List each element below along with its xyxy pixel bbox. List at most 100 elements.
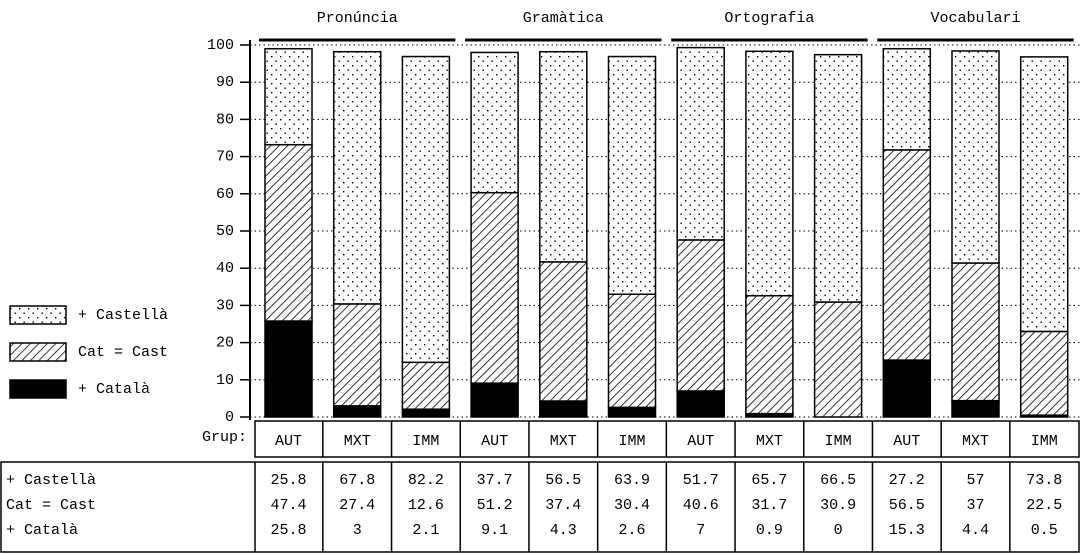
bar-segment [332, 405, 382, 418]
table-cell: 73.8 [1026, 472, 1062, 489]
table-cell: 66.5 [820, 472, 856, 489]
bar-segment [401, 408, 451, 418]
bar-segment [882, 149, 932, 361]
row-label: + Català [6, 522, 78, 539]
table-cell: 82.2 [408, 472, 444, 489]
table-cell: 0.5 [1031, 522, 1058, 539]
x-tick-label: AUT [481, 433, 508, 450]
row-label: + Castellà [6, 472, 96, 489]
bar-segment [539, 50, 588, 263]
table-cell: 3 [353, 522, 362, 539]
x-axis-label: Grup: [202, 429, 247, 446]
bar-segment [539, 261, 588, 402]
legend-label: + Català [78, 381, 150, 398]
x-tick-label: IMM [1031, 433, 1058, 450]
bar-segment [951, 262, 1000, 402]
bar-segment [539, 400, 588, 418]
table-cell: 37.7 [477, 472, 513, 489]
table-cell: 30.4 [614, 497, 650, 514]
table-cell: 12.6 [408, 497, 444, 514]
table-cell: 4.4 [962, 522, 989, 539]
table-frame [0, 461, 1080, 553]
table-cell: 2.1 [412, 522, 439, 539]
x-tick-label: MXT [550, 433, 577, 450]
bar-segment [813, 301, 863, 418]
table-cell: 57 [966, 472, 984, 489]
table-cell: 51.7 [683, 472, 719, 489]
table-cell: 37.4 [545, 497, 581, 514]
y-tick-label: 100 [207, 37, 234, 54]
x-tick-label: IMM [618, 433, 645, 450]
x-tick-label: MXT [344, 433, 371, 450]
table-cell: 25.8 [270, 472, 306, 489]
bar-segment [470, 51, 519, 194]
table-cell: 51.2 [477, 497, 513, 514]
table-cell: 7 [696, 522, 705, 539]
y-tick-label: 90 [216, 74, 234, 91]
bar-segment [401, 55, 451, 364]
table-cell: 47.4 [270, 497, 306, 514]
table-cell: 27.2 [889, 472, 925, 489]
y-tick-label: 50 [216, 223, 234, 240]
table-cell: 65.7 [751, 472, 787, 489]
x-tick-label: AUT [893, 433, 920, 450]
legend-label: Cat = Cast [78, 344, 168, 361]
bar-segment [676, 390, 725, 418]
x-tick-label: AUT [687, 433, 714, 450]
table-cell: 0 [834, 522, 843, 539]
y-tick-label: 40 [216, 260, 234, 277]
x-tick-label: MXT [962, 433, 989, 450]
y-tick-label: 60 [216, 186, 234, 203]
group-label: Vocabulari [930, 10, 1020, 27]
bar-segment [813, 53, 863, 303]
bar-segment [401, 361, 451, 410]
table-cell: 25.8 [270, 522, 306, 539]
bar-segment [264, 320, 313, 418]
bar-segment [264, 47, 313, 146]
x-tick-label: AUT [275, 433, 302, 450]
table-cell: 40.6 [683, 497, 719, 514]
bar-segment [676, 46, 725, 241]
bar-segment [470, 191, 519, 384]
x-tick-label: IMM [412, 433, 439, 450]
group-label: Gramàtica [523, 10, 604, 27]
table-cell: 31.7 [751, 497, 787, 514]
y-tick-label: 30 [216, 297, 234, 314]
group-label: Ortografia [724, 10, 814, 27]
table-cell: 22.5 [1026, 497, 1062, 514]
table-cell: 63.9 [614, 472, 650, 489]
bar-segment [264, 143, 313, 322]
table-cell: 37 [966, 497, 984, 514]
bar-segment [607, 293, 657, 409]
x-tick-label: MXT [756, 433, 783, 450]
legend-swatch [9, 305, 67, 325]
table-cell: 15.3 [889, 522, 925, 539]
y-tick-label: 80 [216, 111, 234, 128]
y-tick-label: 20 [216, 335, 234, 352]
legend-swatch [9, 379, 67, 399]
y-tick-label: 70 [216, 149, 234, 166]
row-label: Cat = Cast [6, 497, 96, 514]
bar-segment [607, 55, 657, 295]
bar-segment [745, 294, 794, 415]
table-cell: 67.8 [339, 472, 375, 489]
bar-segment [332, 303, 382, 407]
table-cell: 56.5 [889, 497, 925, 514]
bar-segment [951, 399, 1000, 418]
legend-label: + Castellà [78, 307, 168, 324]
x-tick-label: IMM [825, 433, 852, 450]
table-cell: 30.9 [820, 497, 856, 514]
bar-segment [470, 382, 519, 418]
table-cell: 9.1 [481, 522, 508, 539]
bar-segment [882, 359, 932, 418]
bar-segment [1019, 56, 1069, 333]
bar-segment [745, 50, 794, 297]
table-cell: 4.3 [550, 522, 577, 539]
legend-swatch [9, 342, 67, 362]
table-cell: 27.4 [339, 497, 375, 514]
table-cell: 56.5 [545, 472, 581, 489]
bar-segment [607, 406, 657, 418]
y-tick-label: 0 [225, 409, 234, 426]
bar-segment [951, 50, 1000, 264]
